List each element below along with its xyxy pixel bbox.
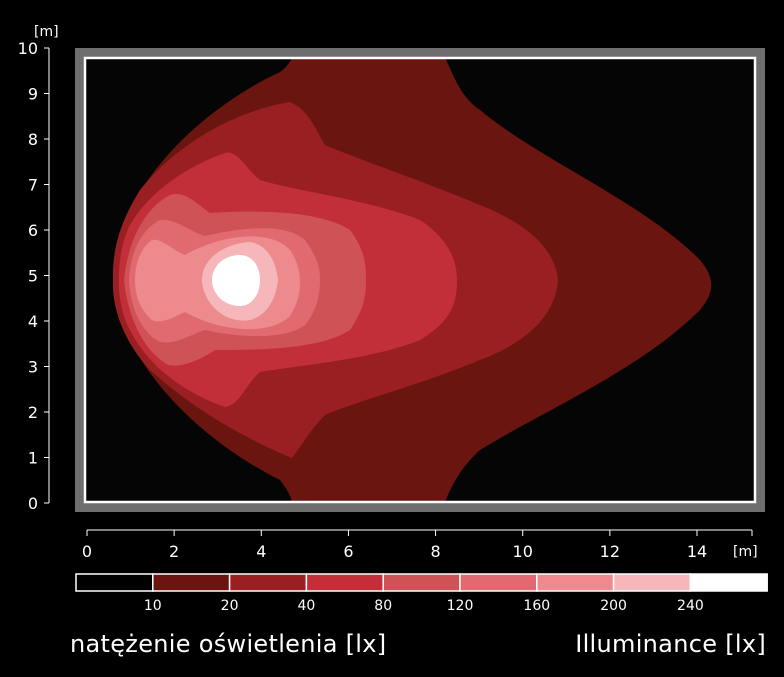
legend-threshold-label: 200 — [600, 598, 627, 614]
legend-threshold-label: 120 — [447, 598, 474, 614]
y-tick-label: 0 — [28, 494, 38, 513]
caption-english: Illuminance [lx] — [575, 630, 766, 658]
legend-swatch — [689, 573, 768, 592]
y-axis-unit: [m] — [34, 24, 59, 40]
legend-threshold-label: 160 — [523, 598, 550, 614]
x-tick-label: 0 — [82, 542, 92, 561]
legend-swatch — [612, 573, 692, 592]
y-tick-label: 9 — [28, 85, 38, 104]
plot-border — [83, 56, 757, 504]
y-tick-label: 1 — [28, 449, 38, 468]
y-tick-label: 4 — [28, 312, 38, 331]
isolux-contours — [112, 58, 712, 502]
y-tick-label: 6 — [28, 221, 38, 240]
x-tick-label: 10 — [513, 542, 533, 561]
x-tick-label: 2 — [169, 542, 179, 561]
legend-threshold-label: 80 — [374, 598, 392, 614]
legend-threshold-label: 20 — [221, 598, 239, 614]
y-tick-label: 7 — [28, 176, 38, 195]
x-tick-label: 8 — [430, 542, 440, 561]
legend-swatch — [152, 573, 231, 592]
legend-swatch — [228, 573, 308, 592]
y-tick-label: 2 — [28, 403, 38, 422]
legend-threshold-label: 10 — [144, 598, 162, 614]
x-axis-unit: [m] — [733, 544, 758, 560]
x-tick-label: 6 — [343, 542, 353, 561]
y-tick-label: 5 — [28, 267, 38, 286]
legend-threshold-label: 240 — [677, 598, 704, 614]
legend-threshold-label: 40 — [297, 598, 315, 614]
legend-swatch — [305, 573, 384, 592]
legend-swatch — [459, 573, 538, 592]
legend-swatch — [536, 573, 615, 592]
x-tick-label: 12 — [600, 542, 620, 561]
x-tick-label: 14 — [687, 542, 707, 561]
legend-swatch — [75, 573, 154, 592]
y-tick-label: 10 — [18, 39, 38, 58]
y-tick-label: 8 — [28, 130, 38, 149]
x-axis: 0 2 4 6 8 10 12 14 — [82, 529, 753, 561]
legend-colorbar: 10 20 40 80 120 160 200 240 — [75, 573, 768, 614]
y-axis: 0 1 2 3 4 5 6 7 8 9 10 — [18, 39, 50, 513]
y-tick-label: 3 — [28, 358, 38, 377]
legend-swatch — [382, 573, 461, 592]
contour-240lx — [212, 255, 260, 306]
caption-polish: natężenie oświetlenia [lx] — [70, 630, 387, 658]
x-tick-label: 4 — [256, 542, 266, 561]
